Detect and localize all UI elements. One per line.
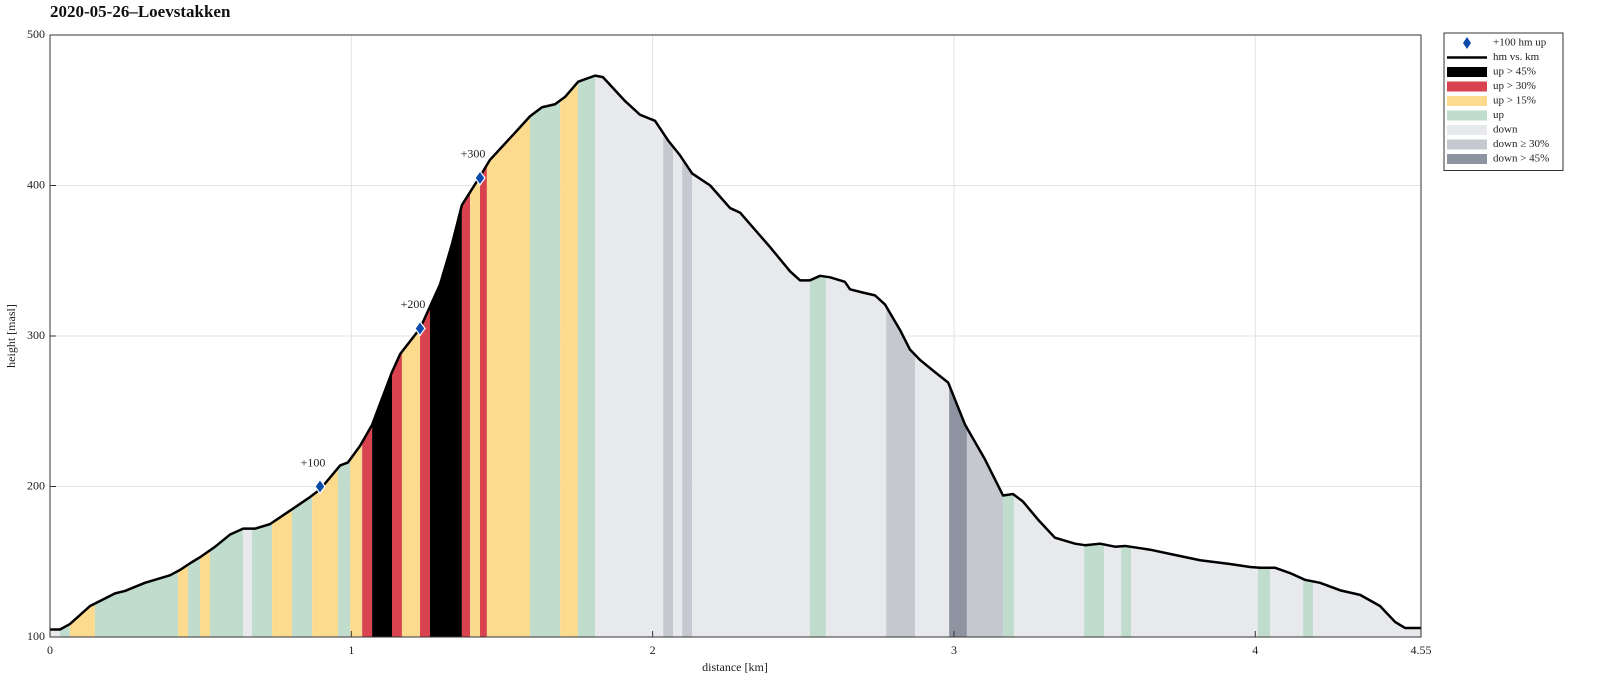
legend-label: up > 30%	[1493, 80, 1536, 92]
band	[825, 75, 887, 637]
y-axis-label: height [masl]	[4, 304, 18, 368]
y-tick-label: 300	[27, 328, 45, 342]
legend-label: hm vs. km	[1493, 51, 1540, 63]
band	[577, 75, 596, 637]
legend-label: down ≥ 30%	[1493, 138, 1549, 150]
band	[429, 75, 462, 637]
y-tick-label: 400	[27, 177, 45, 191]
legend-label: down	[1493, 124, 1518, 136]
x-tick-label: 3	[951, 643, 957, 657]
legend-label: down > 45%	[1493, 153, 1549, 165]
x-tick-label: 0	[47, 643, 53, 657]
band	[420, 75, 430, 637]
band	[673, 75, 683, 637]
x-tick-label: 2	[650, 643, 656, 657]
milestone-label: +100	[301, 455, 326, 469]
milestone-marker	[474, 169, 486, 187]
milestone-marker	[314, 478, 326, 495]
band	[682, 75, 693, 637]
milestone-label: +200	[401, 297, 426, 311]
legend-label: +100 hm up	[1493, 37, 1547, 49]
milestone-marker	[414, 320, 426, 337]
band	[470, 75, 480, 637]
band	[595, 75, 664, 637]
legend-label: up	[1493, 109, 1505, 121]
legend-marker	[1463, 37, 1471, 49]
band	[809, 75, 826, 637]
band	[479, 75, 487, 637]
legend-swatch	[1447, 139, 1487, 150]
legend-swatch	[1447, 67, 1487, 77]
band	[530, 75, 561, 637]
legend-swatch	[1447, 110, 1487, 121]
milestone-label: +300	[461, 147, 486, 161]
x-tick-label: 4.55	[1411, 643, 1432, 657]
band	[560, 75, 578, 637]
legend-swatch	[1447, 96, 1487, 106]
legend-label: up > 15%	[1493, 95, 1536, 107]
y-tick-label: 100	[27, 629, 45, 643]
band	[692, 75, 810, 637]
chart-title: 2020-05-26–Loevstakken	[50, 2, 231, 21]
x-axis-label: distance [km]	[702, 660, 768, 674]
legend-swatch	[1447, 154, 1487, 164]
elevation-line	[50, 74, 1421, 631]
y-tick-label: 500	[27, 27, 45, 41]
x-tick-label: 4	[1252, 643, 1258, 657]
legend-swatch	[1447, 125, 1487, 135]
band	[486, 75, 531, 637]
y-tick-label: 200	[27, 478, 45, 492]
legend-swatch	[1447, 81, 1487, 92]
band	[663, 75, 674, 637]
x-tick-label: 1	[348, 643, 354, 657]
legend-label: up > 45%	[1493, 66, 1536, 78]
band	[461, 75, 471, 637]
